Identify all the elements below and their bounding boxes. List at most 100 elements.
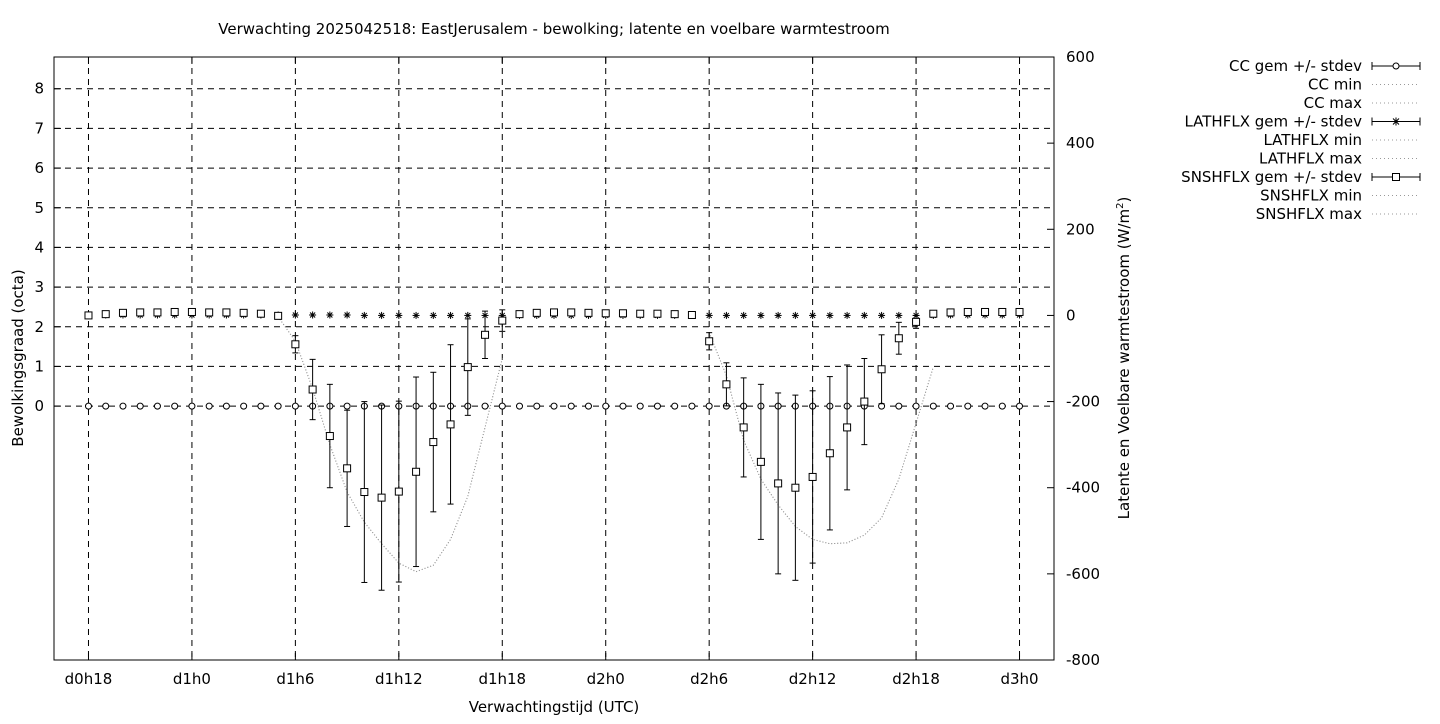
lathflx-point <box>447 311 455 319</box>
snshflx-point <box>756 457 765 466</box>
lathflx-point <box>412 311 420 319</box>
snshflx-point <box>722 380 731 389</box>
x-tick-label: d1h12 <box>375 670 423 688</box>
snshflx-point <box>705 337 714 346</box>
cc-point <box>964 402 972 410</box>
lathflx-point <box>309 311 317 319</box>
snshflx-point <box>481 330 490 339</box>
snshflx-point <box>118 308 127 317</box>
cc-point <box>240 402 248 410</box>
snshflx-point <box>239 308 248 317</box>
x-tick-label: d3h0 <box>1000 670 1038 688</box>
legend-label: CC max <box>1304 94 1363 112</box>
chart-title: Verwachting 2025042518: EastJerusalem - … <box>218 20 889 38</box>
minmax-lines <box>277 316 934 573</box>
lathflx-point <box>809 311 817 319</box>
cc-point <box>912 402 920 410</box>
snshflx-point <box>101 310 110 319</box>
cc-point <box>291 402 299 410</box>
cc-point <box>550 402 558 410</box>
cc-point <box>119 402 127 410</box>
x-tick-label: d0h18 <box>65 670 113 688</box>
snshflx-point <box>308 385 317 394</box>
y-tick-label: 8 <box>34 80 44 98</box>
cc-point <box>481 402 489 410</box>
y2-tick-label: 600 <box>1066 48 1095 66</box>
snshflx-point <box>636 309 645 318</box>
y-tick-label: 4 <box>34 238 44 256</box>
cc-point <box>188 402 196 410</box>
snshflx-point <box>808 472 817 481</box>
snshflx-point <box>946 308 955 317</box>
y-tick-label: 2 <box>34 318 44 336</box>
snshflx-point <box>550 308 558 317</box>
snshflx-point <box>860 397 869 406</box>
right-axis-label-end: ) <box>1115 197 1133 203</box>
lathflx-point <box>464 311 472 319</box>
snshflx-point <box>136 308 145 317</box>
cc-point <box>136 402 144 410</box>
snshflx-point <box>446 420 455 429</box>
y-tick-label: 5 <box>34 199 44 217</box>
cc-point <box>653 402 661 410</box>
legend-label: CC gem +/- stdev <box>1229 57 1362 75</box>
cc-point <box>895 402 903 410</box>
snshflx-point <box>343 464 352 473</box>
y-tick-label: 7 <box>34 119 44 137</box>
right-axis-label-superscript: 2 <box>1115 203 1126 209</box>
y-tick-label: 1 <box>34 357 44 375</box>
cc-point <box>947 402 955 410</box>
snshflx-point <box>291 340 300 349</box>
cc-point <box>516 402 524 410</box>
snshflx-point <box>584 308 593 317</box>
cc-point <box>343 402 351 410</box>
lathflx-point <box>826 311 834 319</box>
cc-point <box>981 402 989 410</box>
lathflx-point <box>860 311 868 319</box>
x-tick-label: d1h0 <box>173 670 211 688</box>
snshflx-point <box>463 363 472 372</box>
y-tick-label: 0 <box>34 397 44 415</box>
snshflx-point <box>256 309 265 318</box>
y2-tick-label: 0 <box>1066 306 1076 324</box>
snshflx-point <box>791 483 800 492</box>
cc-point <box>274 402 282 410</box>
snshflx-point <box>877 365 886 374</box>
snshflx-point <box>843 423 852 432</box>
cc-point <box>636 402 644 410</box>
lathflx-point <box>722 311 730 319</box>
legend-marker-square <box>1392 173 1400 181</box>
snshflx-point <box>187 307 196 316</box>
y2-tick-label: 200 <box>1066 220 1095 238</box>
snshflx-point <box>498 316 507 325</box>
x-tick-label: d2h0 <box>587 670 625 688</box>
minmax-line <box>277 316 503 573</box>
lathflx-point <box>705 311 713 319</box>
minmax-line <box>708 332 934 545</box>
legend-marker-circle <box>1392 62 1400 70</box>
cc-point <box>705 402 713 410</box>
cc-point <box>1016 402 1024 410</box>
cc-point <box>205 402 213 410</box>
snshflx-point <box>170 307 179 316</box>
lathflx-point <box>291 311 299 319</box>
lathflx-point <box>757 311 765 319</box>
x-tick-label: d2h6 <box>690 670 728 688</box>
cc-point <box>84 402 92 410</box>
cc-point <box>257 402 265 410</box>
x-axis-label: Verwachtingstijd (UTC) <box>469 698 640 716</box>
cc-point <box>688 402 696 410</box>
lathflx-point <box>843 311 851 319</box>
lathflx-point <box>429 311 437 319</box>
cc-point <box>998 402 1006 410</box>
cc-point <box>671 402 679 410</box>
x-tick-label: d2h18 <box>892 670 940 688</box>
cc-point <box>498 402 506 410</box>
snshflx-point <box>963 307 972 316</box>
y2-tick-label: -200 <box>1066 393 1100 411</box>
y2-tick-label: 400 <box>1066 134 1095 152</box>
lathflx-point <box>740 311 748 319</box>
snshflx-point <box>84 311 93 320</box>
y-tick-label: 6 <box>34 159 44 177</box>
y2-tick-label: -800 <box>1066 651 1100 669</box>
